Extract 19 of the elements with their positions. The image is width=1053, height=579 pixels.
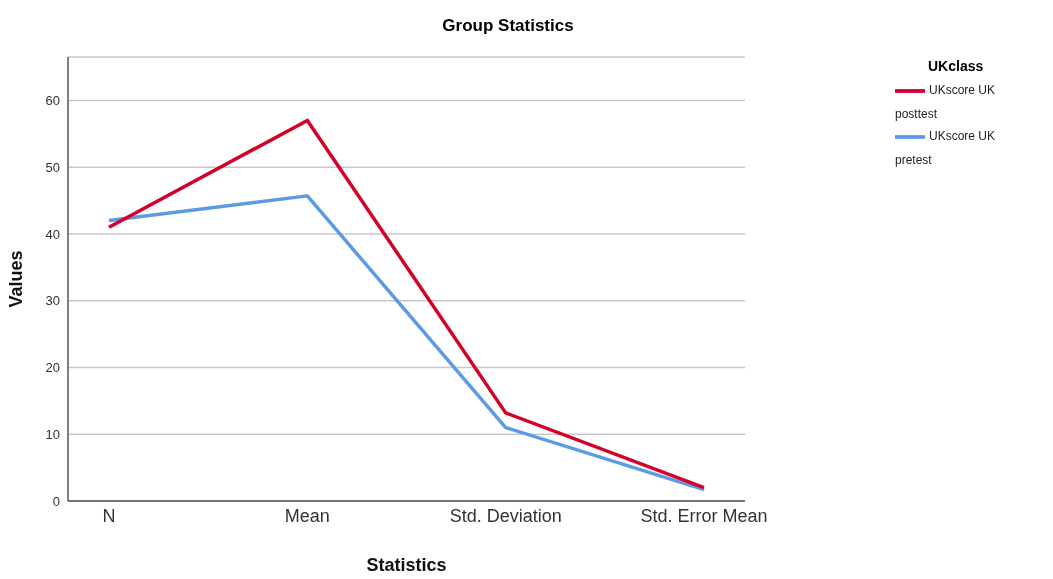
legend-label: UKscore UK pretest [895,129,996,167]
line-series [107,118,706,490]
legend-title: UKclass [928,58,984,74]
y-tick-label: 10 [45,426,60,442]
line-series [107,194,706,492]
y-tick-label: 50 [45,159,60,175]
chart-title: Group Statistics [441,16,575,36]
y-axis-title: Values [6,250,27,308]
x-axis-title: Statistics [366,555,447,575]
legend-label: UKscore UK posttest [895,83,996,121]
y-tick-label: 30 [45,293,60,309]
y-tick-label: 40 [45,226,60,242]
x-tick-label: Std. Deviation [449,505,562,526]
y-tick-label: 20 [45,360,60,376]
y-tick-label: 0 [52,493,60,509]
x-tick-label: Mean [284,505,330,526]
y-tick-label: 60 [45,93,60,109]
x-tick-label: Std. Error Mean [640,505,768,526]
x-tick-label: N [102,505,116,526]
